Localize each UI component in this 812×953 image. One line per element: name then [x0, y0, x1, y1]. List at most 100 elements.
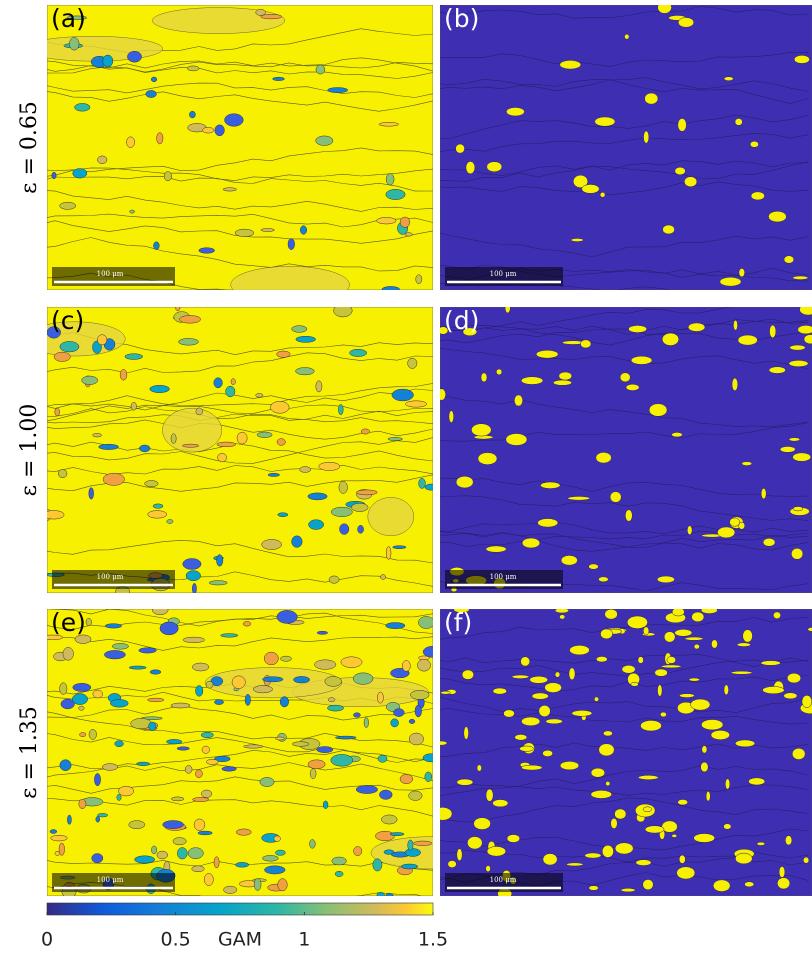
grain — [553, 379, 572, 386]
map: 100 μm — [47, 307, 433, 593]
grain — [201, 789, 213, 798]
grain — [59, 682, 68, 695]
grain — [291, 741, 310, 747]
grain — [66, 15, 88, 20]
grain-boundary — [440, 319, 809, 335]
grain — [243, 744, 264, 749]
grain — [455, 475, 474, 489]
grain — [567, 496, 591, 501]
grain — [377, 754, 388, 763]
grain — [408, 790, 423, 801]
grain-boundary — [47, 65, 433, 79]
grain — [660, 664, 682, 669]
grain — [230, 378, 236, 386]
scale-bar-label: 100 μm — [490, 573, 517, 581]
grain — [793, 55, 810, 64]
grain — [783, 255, 795, 264]
grain-boundary — [440, 797, 809, 823]
x-tick-label: 0.5 — [161, 929, 191, 951]
panel-label: (d) — [444, 306, 479, 335]
grain — [735, 852, 753, 865]
grain — [404, 848, 421, 857]
grain-boundary — [47, 147, 433, 173]
grain — [453, 609, 470, 613]
grain — [609, 491, 622, 503]
grain — [59, 759, 72, 771]
grain — [762, 538, 776, 547]
grain — [134, 855, 155, 864]
x-tick-label: 1.5 — [418, 929, 448, 951]
grain — [654, 668, 668, 677]
grain — [792, 275, 809, 280]
colorbar-label: GAM — [218, 929, 262, 951]
grain — [803, 334, 812, 345]
grain — [276, 438, 286, 446]
grain — [783, 692, 798, 700]
grain — [521, 537, 541, 549]
grain — [408, 732, 424, 746]
grain — [465, 161, 476, 175]
grain — [801, 695, 812, 708]
grain — [447, 860, 457, 868]
grain — [598, 743, 615, 757]
grain — [566, 862, 584, 867]
grain — [463, 726, 469, 740]
grain — [225, 385, 236, 398]
grain — [422, 645, 433, 658]
panel-label: (a) — [51, 4, 86, 33]
grain — [216, 554, 224, 567]
grain — [506, 107, 525, 117]
grain — [378, 122, 399, 127]
grain-boundary — [440, 783, 809, 796]
grain — [206, 759, 219, 765]
scale-bar-label: 100 μm — [490, 270, 517, 278]
grain — [376, 892, 385, 896]
grain — [792, 452, 812, 462]
grain — [537, 518, 559, 528]
grain — [307, 492, 328, 501]
grain — [791, 547, 804, 560]
grain — [448, 410, 454, 423]
grain — [677, 799, 688, 806]
grain — [314, 659, 337, 670]
grain — [191, 865, 205, 873]
grain — [485, 788, 494, 802]
grain — [480, 372, 488, 383]
grain — [327, 87, 349, 93]
grain — [72, 683, 92, 692]
grain — [372, 858, 383, 872]
grain — [492, 799, 509, 808]
grain-boundary — [47, 352, 433, 374]
map-background — [47, 307, 433, 593]
row-label: ε = 1.35 — [17, 706, 42, 799]
grain — [51, 171, 57, 180]
grain — [723, 823, 732, 830]
grain — [476, 764, 482, 772]
grain — [620, 888, 636, 893]
grain — [162, 820, 184, 829]
grain — [102, 472, 125, 486]
grain — [559, 761, 580, 771]
scale-bar-label: 100 μm — [490, 876, 517, 884]
grain-boundary — [47, 711, 433, 748]
grain — [461, 669, 474, 680]
grain — [660, 711, 667, 718]
grain — [214, 755, 231, 762]
grain — [192, 583, 197, 593]
grain — [50, 834, 68, 842]
grain-boundary — [47, 464, 433, 475]
grain — [182, 558, 202, 570]
grain — [338, 404, 344, 416]
grain — [189, 110, 196, 119]
grain — [393, 708, 405, 717]
grain — [559, 614, 566, 620]
grain-boundary — [440, 532, 809, 548]
grain — [280, 655, 292, 662]
grain — [182, 636, 205, 643]
grain — [198, 247, 215, 254]
grain — [130, 401, 137, 411]
grain — [74, 634, 92, 644]
grain — [230, 266, 350, 290]
grain — [799, 307, 812, 316]
